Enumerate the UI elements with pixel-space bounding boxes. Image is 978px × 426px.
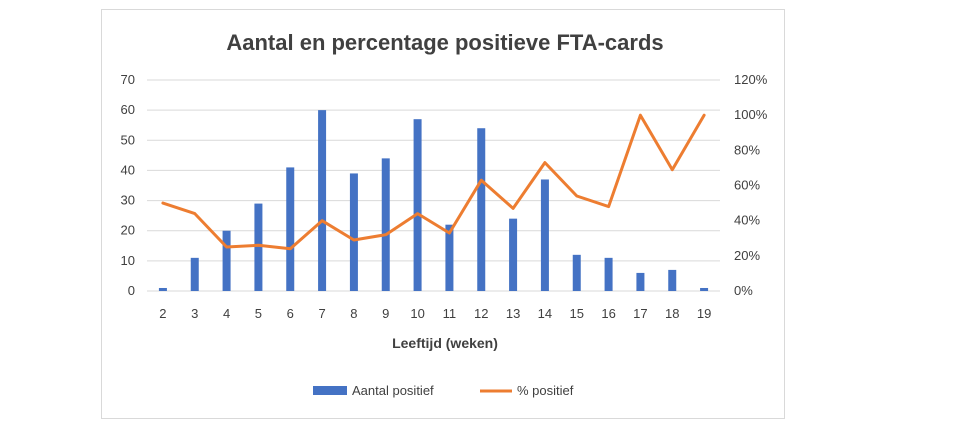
chart-frame: Aantal en percentage positieve FTA-cards… xyxy=(101,9,785,419)
bar-series xyxy=(158,110,709,292)
x-axis-tick-label: 2 xyxy=(159,306,166,321)
bar xyxy=(381,158,390,291)
x-axis-tick-label: 5 xyxy=(255,306,262,321)
bar xyxy=(286,167,295,291)
x-axis-tick-label: 6 xyxy=(287,306,294,321)
left-axis-tick-label: 10 xyxy=(121,253,135,268)
bar xyxy=(636,272,645,291)
bar xyxy=(540,179,549,291)
right-axis-tick-label: 0% xyxy=(734,283,753,298)
left-axis-tick-label: 0 xyxy=(128,283,135,298)
percentage-line xyxy=(161,113,706,251)
right-axis-tick-label: 80% xyxy=(734,142,760,157)
x-axis-tick-label: 13 xyxy=(506,306,520,321)
x-axis-tick-label: 4 xyxy=(223,306,230,321)
x-axis-tick-label: 8 xyxy=(350,306,357,321)
combo-chart: Aantal en percentage positieve FTA-cards… xyxy=(121,30,768,398)
bar xyxy=(158,287,167,291)
x-axis-tick-label: 9 xyxy=(382,306,389,321)
bar xyxy=(572,254,581,291)
right-axis-ticks: 0% 20% 40% 60% 80% 100% 120% xyxy=(734,72,768,298)
left-axis-tick-label: 40 xyxy=(121,162,135,177)
bar xyxy=(254,203,263,291)
x-axis-tick-label: 18 xyxy=(665,306,679,321)
legend-label-line: % positief xyxy=(517,383,574,398)
bar xyxy=(349,173,358,291)
right-axis-tick-label: 120% xyxy=(734,72,768,87)
bar xyxy=(318,110,327,292)
x-axis-tick-label: 11 xyxy=(443,306,457,321)
left-axis-tick-label: 60 xyxy=(121,102,135,117)
right-axis-tick-label: 20% xyxy=(734,248,760,263)
x-axis-ticks: 2 3 4 5 6 7 8 9 10 11 12 13 14 15 16 17 18 19 xyxy=(159,306,711,321)
x-axis-title: Leeftijd (weken) xyxy=(392,335,498,351)
legend-label-bars: Aantal positief xyxy=(352,383,434,398)
right-axis-tick-label: 100% xyxy=(734,107,768,122)
bar xyxy=(604,257,613,291)
bar xyxy=(445,224,454,291)
left-axis-tick-label: 50 xyxy=(121,132,135,147)
bar xyxy=(700,287,709,291)
bar xyxy=(477,128,486,291)
x-axis-tick-label: 10 xyxy=(410,306,424,321)
left-axis-tick-label: 70 xyxy=(121,72,135,87)
legend: Aantal positief % positief xyxy=(313,383,574,398)
x-axis-tick-label: 3 xyxy=(191,306,198,321)
x-axis-tick-label: 16 xyxy=(601,306,615,321)
left-axis-tick-label: 20 xyxy=(121,223,135,238)
bar xyxy=(413,119,422,291)
right-axis-tick-label: 60% xyxy=(734,178,760,193)
chart-title: Aantal en percentage positieve FTA-cards xyxy=(226,30,663,55)
x-axis-tick-label: 17 xyxy=(633,306,647,321)
x-axis-tick-label: 19 xyxy=(697,306,711,321)
bar xyxy=(668,269,677,291)
line-series xyxy=(161,113,706,251)
x-axis-tick-label: 15 xyxy=(570,306,584,321)
gridlines xyxy=(147,79,720,292)
x-axis-tick-label: 14 xyxy=(538,306,552,321)
bar xyxy=(190,257,199,291)
left-axis-ticks: 0 10 20 30 40 50 60 70 xyxy=(121,72,135,298)
right-axis-tick-label: 40% xyxy=(734,213,760,228)
left-axis-tick-label: 30 xyxy=(121,193,135,208)
legend-swatch-bars xyxy=(313,386,347,395)
bar xyxy=(509,218,518,291)
x-axis-tick-label: 12 xyxy=(474,306,488,321)
x-axis-tick-label: 7 xyxy=(318,306,325,321)
bar xyxy=(222,230,231,291)
